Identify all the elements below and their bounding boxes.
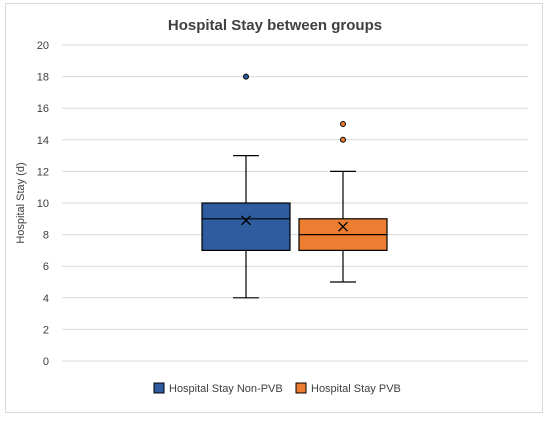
y-axis-ticks: 0 2 4 6 8 10 12 14 16 18 20 bbox=[37, 40, 49, 368]
gridlines bbox=[62, 44, 528, 362]
box-group bbox=[298, 121, 388, 283]
legend: Hospital Stay Non-PVB Hospital Stay PVB bbox=[153, 382, 401, 395]
outlier-point bbox=[243, 73, 249, 80]
y-tick-label: 0 bbox=[43, 356, 49, 368]
y-tick-label: 20 bbox=[37, 40, 49, 52]
y-tick-label: 14 bbox=[37, 135, 49, 147]
y-tick-label: 2 bbox=[43, 324, 49, 336]
legend-swatch bbox=[295, 382, 307, 394]
y-tick-label: 10 bbox=[37, 198, 49, 210]
mean-marker bbox=[241, 215, 251, 226]
y-tick-label: 12 bbox=[37, 166, 49, 178]
legend-label: Hospital Stay Non-PVB bbox=[169, 383, 283, 395]
y-tick-label: 8 bbox=[43, 230, 49, 242]
box-series bbox=[201, 73, 388, 299]
outlier-point bbox=[340, 121, 346, 127]
y-axis-label: Hospital Stay (d) bbox=[15, 162, 27, 243]
y-tick-label: 6 bbox=[43, 261, 49, 273]
chart-title: Hospital Stay between groups bbox=[168, 17, 382, 34]
legend-label: Hospital Stay PVB bbox=[311, 383, 401, 395]
legend-swatch bbox=[153, 382, 165, 394]
mean-marker bbox=[338, 221, 348, 232]
y-tick-label: 4 bbox=[43, 293, 49, 305]
outlier-point bbox=[340, 136, 346, 143]
box-group bbox=[201, 73, 291, 299]
box bbox=[201, 202, 291, 252]
y-tick-label: 18 bbox=[37, 72, 49, 84]
y-tick-label: 16 bbox=[37, 103, 49, 115]
